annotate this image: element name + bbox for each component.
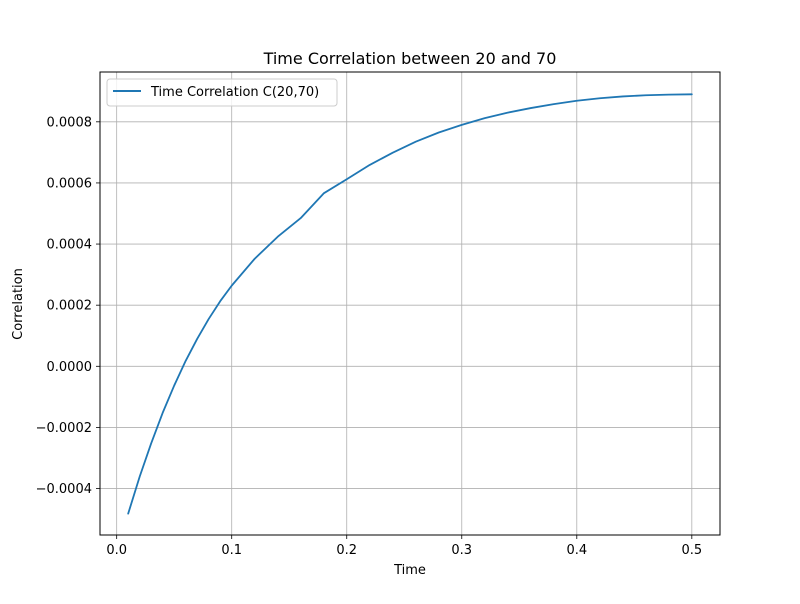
x-tick-label: 0.2 — [336, 543, 357, 558]
y-tick-label: 0.0006 — [47, 176, 93, 191]
x-tick-label: 0.5 — [681, 543, 702, 558]
y-tick-label: 0.0008 — [47, 115, 93, 130]
x-axis-label: Time — [393, 563, 426, 578]
y-tick-label: 0.0000 — [47, 360, 93, 375]
legend-label: Time Correlation C(20,70) — [150, 85, 319, 100]
grid — [100, 72, 720, 535]
y-tick-label: −0.0004 — [36, 482, 92, 497]
y-tick-label: 0.0004 — [47, 238, 93, 253]
x-tick-label: 0.3 — [451, 543, 472, 558]
legend: Time Correlation C(20,70) — [106, 78, 338, 107]
y-tick-label: 0.0002 — [47, 299, 93, 314]
y-tick-label: −0.0002 — [36, 421, 92, 436]
axes-frame — [99, 71, 721, 536]
x-tick-label: 0.0 — [106, 543, 127, 558]
legend-box — [106, 78, 338, 107]
chart-title: Time Correlation between 20 and 70 — [263, 49, 557, 68]
x-tick-label: 0.4 — [566, 543, 587, 558]
ticks: 0.0 0.1 0.2 0.3 0.4 0.5 −0.0004 −0.0002 0.0000 0.… — [36, 115, 703, 558]
series-line — [127, 93, 693, 515]
x-tick-label: 0.1 — [221, 543, 242, 558]
series-layer — [127, 93, 693, 515]
y-axis-label: Correlation — [11, 268, 26, 340]
